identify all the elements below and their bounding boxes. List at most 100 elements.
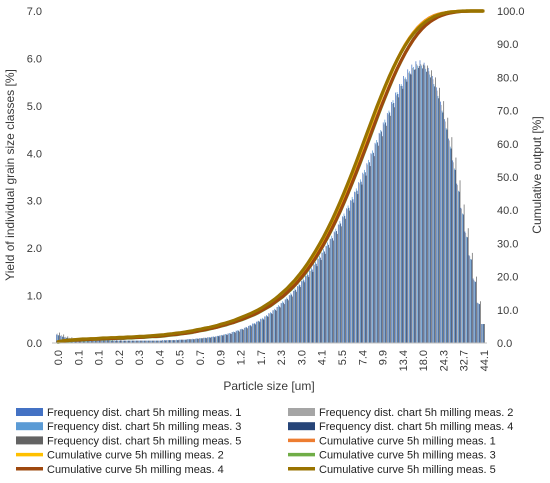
bar-meas-2-98 [453,162,454,343]
bar-meas-5-10 [96,339,97,343]
bar-meas-1-69 [333,231,335,343]
bar-meas-3-89 [417,65,418,343]
bar-meas-3-8 [86,339,87,343]
bar-meas-4-40 [217,335,219,343]
bar-meas-2-10 [93,339,95,343]
x-tick-label: 32.7 [459,350,471,371]
bar-meas-1-85 [399,84,400,343]
bar-meas-5-27 [165,340,167,343]
bar-meas-5-61 [304,282,306,343]
bar-meas-1-24 [149,340,151,343]
bar-meas-5-60 [300,287,302,343]
bar-meas-5-49 [255,324,257,343]
bar-meas-5-62 [308,277,310,343]
bar-meas-3-32 [184,339,186,343]
bar-meas-1-102 [468,255,470,343]
y-right-tick-label: 40.0 [497,205,518,217]
bar-meas-5-64 [316,266,318,343]
bar-meas-4-64 [315,263,317,343]
bar-meas-5-101 [467,228,469,343]
bar-meas-5-99 [459,180,461,343]
bar-meas-5-69 [337,233,338,343]
bar-meas-1-71 [342,216,343,343]
bar-meas-3-85 [400,84,402,343]
bar-meas-4-23 [148,340,150,343]
x-axis-ticks: 0.0 0.1 0.1 0.2 0.3 0.4 0.5 0.7 0.9 1.2 1.7 2.3 3.0 4… [53,350,491,371]
y-left-tick-label: 1.0 [27,291,42,303]
bar-meas-4-95 [442,112,444,343]
x-tick-label: 7.4 [357,350,369,365]
bar-meas-4-57 [287,298,288,343]
bar-meas-1-23 [145,340,147,343]
bar-meas-3-38 [208,337,210,343]
bar-meas-2-63 [310,270,311,343]
bar-meas-2-33 [187,339,189,343]
bar-meas-4-12 [103,340,105,343]
bar-meas-5-102 [471,252,473,343]
bar-meas-5-41 [222,335,224,343]
y-right-tick-label: 80.0 [497,72,518,84]
bar-meas-2-44 [232,332,234,343]
bar-meas-1-40 [215,336,217,343]
bar-meas-3-68 [331,235,333,343]
bar-meas-3-17 [123,340,124,343]
bar-meas-3-82 [388,110,390,343]
bar-meas-1-57 [284,299,286,343]
bar-meas-3-41 [221,334,222,343]
bar-meas-4-17 [123,340,125,343]
bar-meas-5-88 [414,69,416,343]
bar-meas-2-30 [175,340,177,343]
bar-meas-1-87 [407,69,409,343]
bar-meas-3-90 [421,65,422,343]
y-left-tick-label: 4.0 [27,148,42,160]
bar-meas-4-44 [234,332,235,343]
bar-meas-2-31 [179,339,181,343]
bar-meas-2-24 [150,340,152,343]
bar-meas-1-67 [325,245,327,343]
bar-meas-3-53 [270,312,271,343]
bar-meas-4-93 [434,86,436,343]
x-tick-label: 3.0 [296,350,308,365]
bar-meas-1-103 [472,278,474,343]
bar-meas-2-73 [350,200,352,343]
bar-meas-4-33 [189,339,190,343]
bar-meas-2-100 [461,208,463,343]
bar-meas-1-45 [235,330,237,343]
bar-meas-3-99 [458,190,459,343]
bar-meas-4-48 [250,325,252,343]
bar-meas-3-36 [200,338,202,343]
bar-meas-4-47 [246,327,248,343]
bar-meas-5-21 [140,340,142,343]
bar-meas-4-81 [385,122,387,344]
bar-meas-5-52 [267,316,269,343]
bar-meas-2-1 [56,333,58,343]
bar-meas-1-105 [480,324,482,343]
cumulative-curves [56,9,485,344]
bar-meas-1-29 [170,340,172,343]
bar-meas-1-48 [248,325,249,343]
bar-meas-5-105 [484,324,485,343]
frequency-bars [56,60,485,344]
bar-meas-3-103 [474,281,476,343]
x-tick-label: 0.1 [73,350,85,365]
bar-meas-3-15 [114,340,116,343]
bar-meas-3-93 [433,84,435,343]
bar-meas-5-77 [369,166,371,343]
bar-meas-5-56 [283,304,285,343]
bar-meas-4-55 [279,306,280,343]
x-tick-label: 1.2 [236,350,248,365]
legend-label: Frequency dist. chart 5h milling meas. 4 [319,421,513,433]
bar-meas-5-81 [386,125,387,343]
bar-meas-5-92 [431,70,432,343]
bar-meas-3-37 [204,337,206,343]
legend-label: Cumulative curve 5h milling meas. 3 [319,450,496,462]
bar-meas-5-46 [243,329,244,343]
bar-meas-5-47 [247,328,248,343]
bar-meas-2-9 [89,339,91,343]
bar-meas-2-38 [207,337,209,343]
bar-meas-5-70 [341,226,342,343]
bar-meas-4-82 [389,112,391,343]
x-tick-label: 2.3 [276,350,288,365]
bar-meas-4-100 [462,214,464,343]
bar-meas-4-97 [450,148,452,343]
